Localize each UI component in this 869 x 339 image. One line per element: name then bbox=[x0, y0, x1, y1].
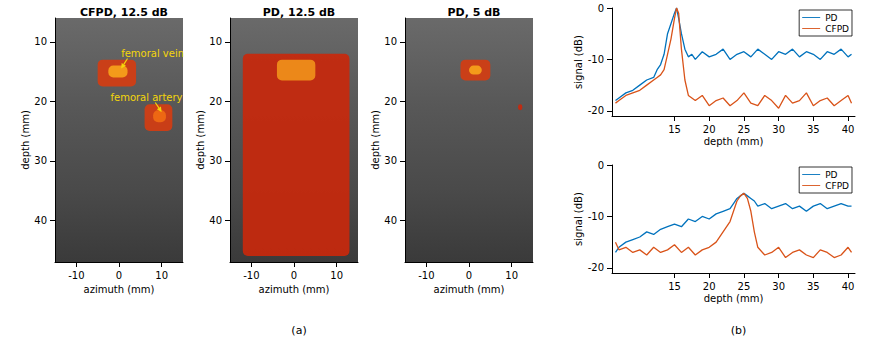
svg-text:azimuth (mm): azimuth (mm) bbox=[259, 284, 330, 295]
svg-text:15: 15 bbox=[668, 281, 681, 292]
svg-text:PD, 5 dB: PD, 5 dB bbox=[448, 6, 501, 19]
svg-text:CFPD: CFPD bbox=[825, 24, 849, 34]
svg-text:-10: -10 bbox=[418, 270, 434, 281]
svg-text:depth (mm): depth (mm) bbox=[20, 110, 31, 170]
svg-text:depth (mm): depth (mm) bbox=[370, 110, 381, 170]
svg-text:CFPD: CFPD bbox=[825, 181, 849, 191]
svg-text:30: 30 bbox=[772, 281, 785, 292]
svg-text:-10: -10 bbox=[588, 211, 604, 222]
svg-text:20: 20 bbox=[34, 96, 47, 107]
svg-text:10: 10 bbox=[505, 270, 518, 281]
svg-text:depth (mm): depth (mm) bbox=[704, 136, 764, 147]
svg-text:35: 35 bbox=[807, 281, 820, 292]
svg-text:30: 30 bbox=[209, 155, 222, 166]
svg-text:10: 10 bbox=[330, 270, 343, 281]
svg-text:30: 30 bbox=[384, 155, 397, 166]
svg-text:40: 40 bbox=[842, 124, 855, 135]
svg-text:20: 20 bbox=[209, 96, 222, 107]
svg-text:25: 25 bbox=[738, 124, 751, 135]
svg-text:0: 0 bbox=[598, 3, 604, 14]
svg-text:40: 40 bbox=[842, 281, 855, 292]
svg-text:10: 10 bbox=[155, 270, 168, 281]
svg-text:30: 30 bbox=[34, 155, 47, 166]
svg-text:40: 40 bbox=[384, 215, 397, 226]
svg-text:signal (dB): signal (dB) bbox=[573, 192, 584, 246]
svg-text:CFPD, 12.5 dB: CFPD, 12.5 dB bbox=[80, 6, 168, 19]
svg-text:femoral artery: femoral artery bbox=[110, 92, 182, 103]
svg-text:-10: -10 bbox=[68, 270, 84, 281]
svg-text:30: 30 bbox=[772, 124, 785, 135]
svg-text:depth (mm): depth (mm) bbox=[704, 293, 764, 304]
svg-text:depth (mm): depth (mm) bbox=[195, 110, 206, 170]
svg-text:(a): (a) bbox=[291, 324, 306, 337]
svg-text:-20: -20 bbox=[588, 105, 604, 116]
svg-text:10: 10 bbox=[384, 36, 397, 47]
svg-text:10: 10 bbox=[209, 36, 222, 47]
svg-text:PD, 12.5 dB: PD, 12.5 dB bbox=[263, 6, 335, 19]
svg-text:40: 40 bbox=[34, 215, 47, 226]
svg-text:azimuth (mm): azimuth (mm) bbox=[434, 284, 505, 295]
svg-text:10: 10 bbox=[34, 36, 47, 47]
svg-text:(b): (b) bbox=[731, 324, 747, 337]
svg-text:-10: -10 bbox=[588, 54, 604, 65]
svg-text:0: 0 bbox=[466, 270, 472, 281]
svg-text:20: 20 bbox=[703, 124, 716, 135]
svg-text:20: 20 bbox=[703, 281, 716, 292]
svg-text:femoral vein: femoral vein bbox=[121, 48, 184, 59]
svg-text:35: 35 bbox=[807, 124, 820, 135]
svg-text:25: 25 bbox=[738, 281, 751, 292]
svg-text:azimuth (mm): azimuth (mm) bbox=[84, 284, 155, 295]
svg-text:-10: -10 bbox=[243, 270, 259, 281]
svg-text:PD: PD bbox=[825, 170, 837, 180]
svg-text:20: 20 bbox=[384, 96, 397, 107]
svg-text:15: 15 bbox=[668, 124, 681, 135]
svg-text:signal (dB): signal (dB) bbox=[573, 35, 584, 89]
svg-text:0: 0 bbox=[291, 270, 297, 281]
svg-text:PD: PD bbox=[825, 13, 837, 23]
svg-text:40: 40 bbox=[209, 215, 222, 226]
svg-text:0: 0 bbox=[598, 160, 604, 171]
svg-text:-20: -20 bbox=[588, 262, 604, 273]
svg-text:0: 0 bbox=[116, 270, 122, 281]
